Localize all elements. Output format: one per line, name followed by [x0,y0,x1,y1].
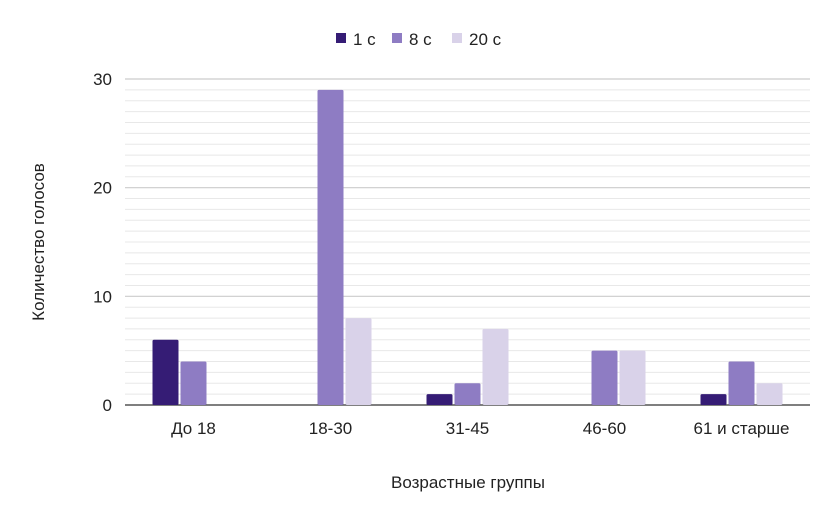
legend-label: 20 с [469,30,502,49]
x-axis-ticks: До 18 18-30 31-45 46-60 61 и старше [171,419,789,438]
bar-8с-4 [728,361,755,405]
legend-label: 1 с [353,30,376,49]
bar-8с-0 [180,361,207,405]
bar-1с-0 [152,339,179,405]
bar-1с-4 [700,394,727,405]
bar-20с-1 [345,318,372,405]
y-tick-label: 30 [93,70,112,89]
y-tick-label: 20 [93,179,112,198]
y-axis-ticks: 0 10 20 30 [93,70,112,415]
bar-20с-2 [482,328,509,405]
bar-20с-3 [619,350,646,405]
bar-20с-4 [756,383,783,405]
bar-8с-1 [317,89,344,405]
x-tick-label: 61 и старше [694,419,790,438]
x-tick-label: 18-30 [309,419,352,438]
x-axis-label: Возрастные группы [391,473,545,492]
bar-8с-2 [454,383,481,405]
bar-8с-3 [591,350,618,405]
legend-label: 8 с [409,30,432,49]
bars [152,89,783,405]
x-tick-label: До 18 [171,419,216,438]
x-tick-label: 46-60 [583,419,626,438]
legend-swatch [452,33,462,43]
y-tick-label: 10 [93,287,112,306]
y-tick-label: 0 [103,396,112,415]
legend-swatch [392,33,402,43]
gridlines [125,78,810,406]
legend: 1 с 8 с 20 с [336,30,502,49]
legend-swatch [336,33,346,43]
x-tick-label: 31-45 [446,419,489,438]
bar-1с-2 [426,394,453,405]
y-axis-label: Количество голосов [29,163,48,321]
